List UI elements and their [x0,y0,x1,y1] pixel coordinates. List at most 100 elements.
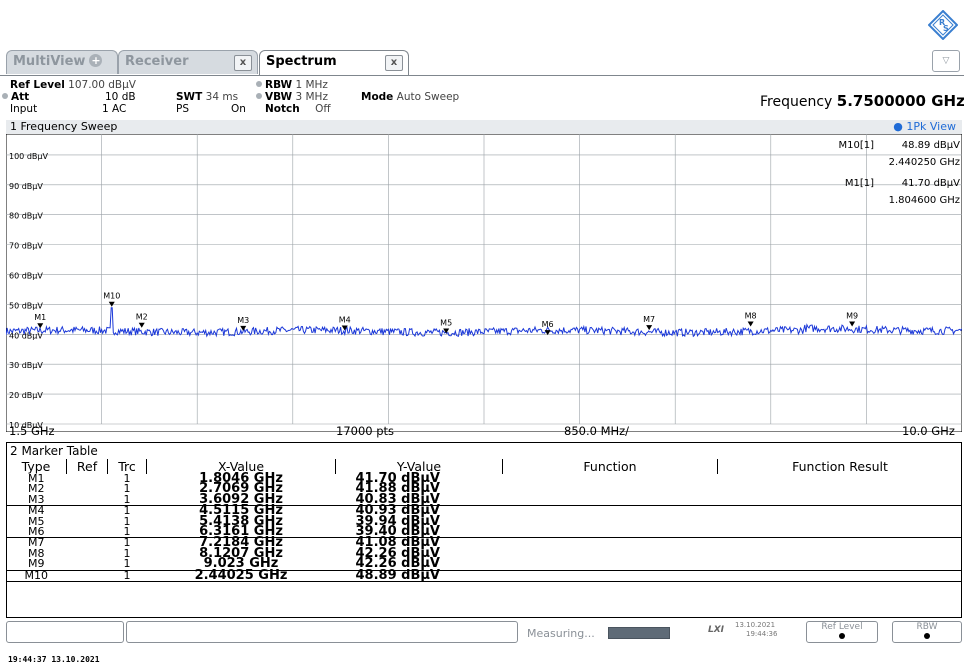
rbw-coupled-icon [256,81,262,87]
marker-m5[interactable]: M5 [440,318,452,334]
measuring-status: Measuring... [527,627,595,640]
tab-multiview-label: MultiView [13,54,86,69]
rbw-setting[interactable]: RBW 1 MHz [256,79,328,91]
table-row[interactable]: M1 1 1.8046 GHz 41.70 dBµV [6,471,962,486]
axis-span-per-div: 850.0 MHz/ [564,424,630,438]
cell-y-value: 40.83 dBµV [335,493,503,507]
tab-receiver[interactable]: Receiver x [118,50,258,74]
cell-ref [67,474,108,484]
marker-m6[interactable]: M6 [542,320,554,336]
marker-m1[interactable]: M1 [34,313,46,329]
ref-level-value: 107.00 dBµV [68,79,136,91]
cell-x-value: 8.1207 GHz [199,545,283,561]
marker-label: M5 [440,318,452,327]
trace-markers: M1 M2 M3 M4 M5 M6 M7 M8 M9 M10 [34,292,858,336]
marker-triangle-icon [37,323,44,329]
cell-trc: 1 [123,472,131,485]
cell-function [503,474,718,484]
trace-view-label[interactable]: ● 1Pk View [893,120,956,133]
swt-label: SWT [176,91,203,103]
marker-triangle-icon [544,330,551,336]
table-row[interactable]: M6 1 6.3161 GHz 39.40 dBµV [6,525,962,539]
marker-m8[interactable]: M8 [745,312,757,327]
table-row[interactable]: M4 1 4.5115 GHz 40.93 dBµV [6,503,962,519]
col-x-value: X-Value [146,459,336,474]
cell-y-value: 40.93 dBµV [355,503,441,519]
marker-table-header: Type Ref Trc X-Value Y-Value Function Fu… [6,459,962,474]
marker-table-title: 2 Marker Table [10,444,98,458]
marker-readout: M10[1] 48.89 dBµV 2.440250 GHz M1[1] 41.70 d… [838,140,960,206]
softkey-rbw-label: RBW [916,622,938,632]
cell-x-value: 9.023 GHz [146,557,336,571]
cell-function [503,506,718,517]
vbw-value: 3 MHz [295,91,328,103]
cell-function [502,494,718,507]
softkey-ref-level-dot [839,633,845,639]
tab-bar: MultiView + Receiver x Spectrum x [0,50,964,76]
status-field-message[interactable] [126,621,518,643]
cell-trc: 1 [123,546,131,560]
cell-function [502,527,718,539]
status-date: 13.10.2021 [735,621,776,629]
swt-setting[interactable]: SWT 34 ms [176,91,238,103]
y-tick-label: 10 dBµV [9,421,43,430]
marker-m7[interactable]: M7 [643,315,655,331]
marker-m10[interactable]: M10 [103,292,120,307]
marker-label: M4 [339,316,351,325]
vbw-coupled-icon [256,93,262,99]
marker-m4[interactable]: M4 [339,316,351,331]
cell-trc: 1 [123,536,131,550]
receiver-close-icon[interactable]: x [234,55,252,71]
cell-function [502,570,718,583]
cell-y-value: 41.70 dBµV [355,471,441,486]
cell-type: M3 [6,494,67,507]
y-tick-label: 90 dBµV [9,182,43,191]
tab-spectrum[interactable]: Spectrum x [259,50,409,76]
marker-m3[interactable]: M3 [237,316,249,331]
table-row[interactable]: M2 1 2.7069 GHz 41.88 dBµV [6,482,962,496]
ref-level-setting[interactable]: Ref Level 107.00 dBµV [10,79,136,91]
cell-x-value: 3.6092 GHz [146,493,336,507]
cell-trc: 1 [107,558,147,571]
col-function-result: Function Result [717,459,962,474]
marker-m9[interactable]: M9 [846,312,858,327]
marker-m2[interactable]: M2 [136,313,148,328]
cell-ref [66,494,108,507]
cell-ref [67,538,108,549]
cell-trc: 1 [107,569,147,583]
cell-x-value: 4.5115 GHz [199,503,283,519]
marker-triangle-icon [240,325,247,331]
softkey-rbw[interactable]: RBW [892,621,962,643]
spectrum-close-icon[interactable]: x [385,55,403,71]
cell-function-result [717,494,962,507]
cell-ref [66,559,108,571]
spectrum-plot[interactable]: 100 dBµV 90 dBµV 80 dBµV 70 dBµV 60 dBµV 50 d… [6,134,962,432]
readout-marker-frequency: 2.440250 GHz [889,157,960,168]
axis-stop: 10.0 GHz [902,424,955,438]
vbw-setting[interactable]: VBW 3 MHz [256,91,328,103]
view-dropdown-icon[interactable]: ▽ [932,50,960,72]
table-row[interactable]: M10 1 2.44025 GHz 48.89 dBµV [6,568,962,583]
att-setting[interactable]: Att [2,91,29,103]
marker-table: Type Ref Trc X-Value Y-Value Function Fu… [6,459,963,583]
cell-function-result [718,549,963,559]
table-row[interactable]: M7 1 7.2184 GHz 41.08 dBµV [6,536,962,550]
readout-marker-name: M1[1] [845,178,874,189]
axis-points: 17000 pts [336,424,395,438]
mode-setting[interactable]: Mode Auto Sweep [361,91,459,103]
table-row[interactable]: M3 1 3.6092 GHz 40.83 dBµV [6,493,962,507]
softkey-ref-level[interactable]: Ref Level [806,621,878,643]
cell-function [503,538,718,549]
cell-function [502,559,718,571]
rbw-label: RBW [265,79,293,91]
notch-setting[interactable]: Notch Off [265,103,331,115]
table-row[interactable]: M9 1 9.023 GHz 42.26 dBµV [6,557,962,571]
cell-trc: 1 [123,504,131,518]
center-frequency[interactable]: Frequency 5.7500000 GHz [760,92,964,110]
cell-function-result [718,517,963,527]
table-row[interactable]: M5 1 5.4138 GHz 39.94 dBµV [6,514,963,528]
tab-multiview[interactable]: MultiView + [6,50,118,74]
table-row[interactable]: M8 1 8.1207 GHz 42.26 dBµV [6,545,963,561]
status-field-left[interactable] [6,621,124,643]
notch-value: Off [315,103,331,115]
